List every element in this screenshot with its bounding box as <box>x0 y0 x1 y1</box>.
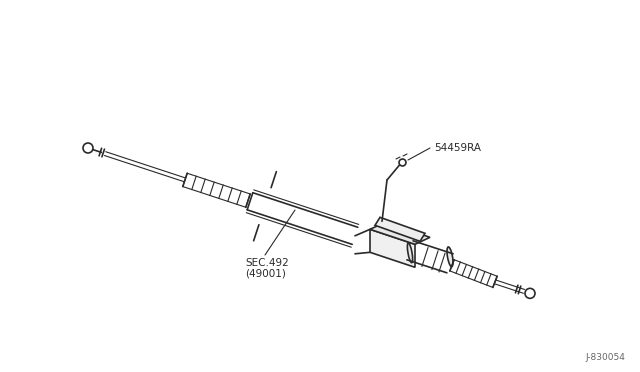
Polygon shape <box>370 229 415 267</box>
Polygon shape <box>375 217 425 241</box>
Ellipse shape <box>447 247 453 267</box>
Text: J-830054: J-830054 <box>585 353 625 362</box>
Ellipse shape <box>408 243 413 263</box>
Text: (49001): (49001) <box>245 268 286 278</box>
Polygon shape <box>370 222 430 244</box>
Text: SEC.492: SEC.492 <box>245 258 289 268</box>
Text: 54459RA: 54459RA <box>434 143 481 153</box>
